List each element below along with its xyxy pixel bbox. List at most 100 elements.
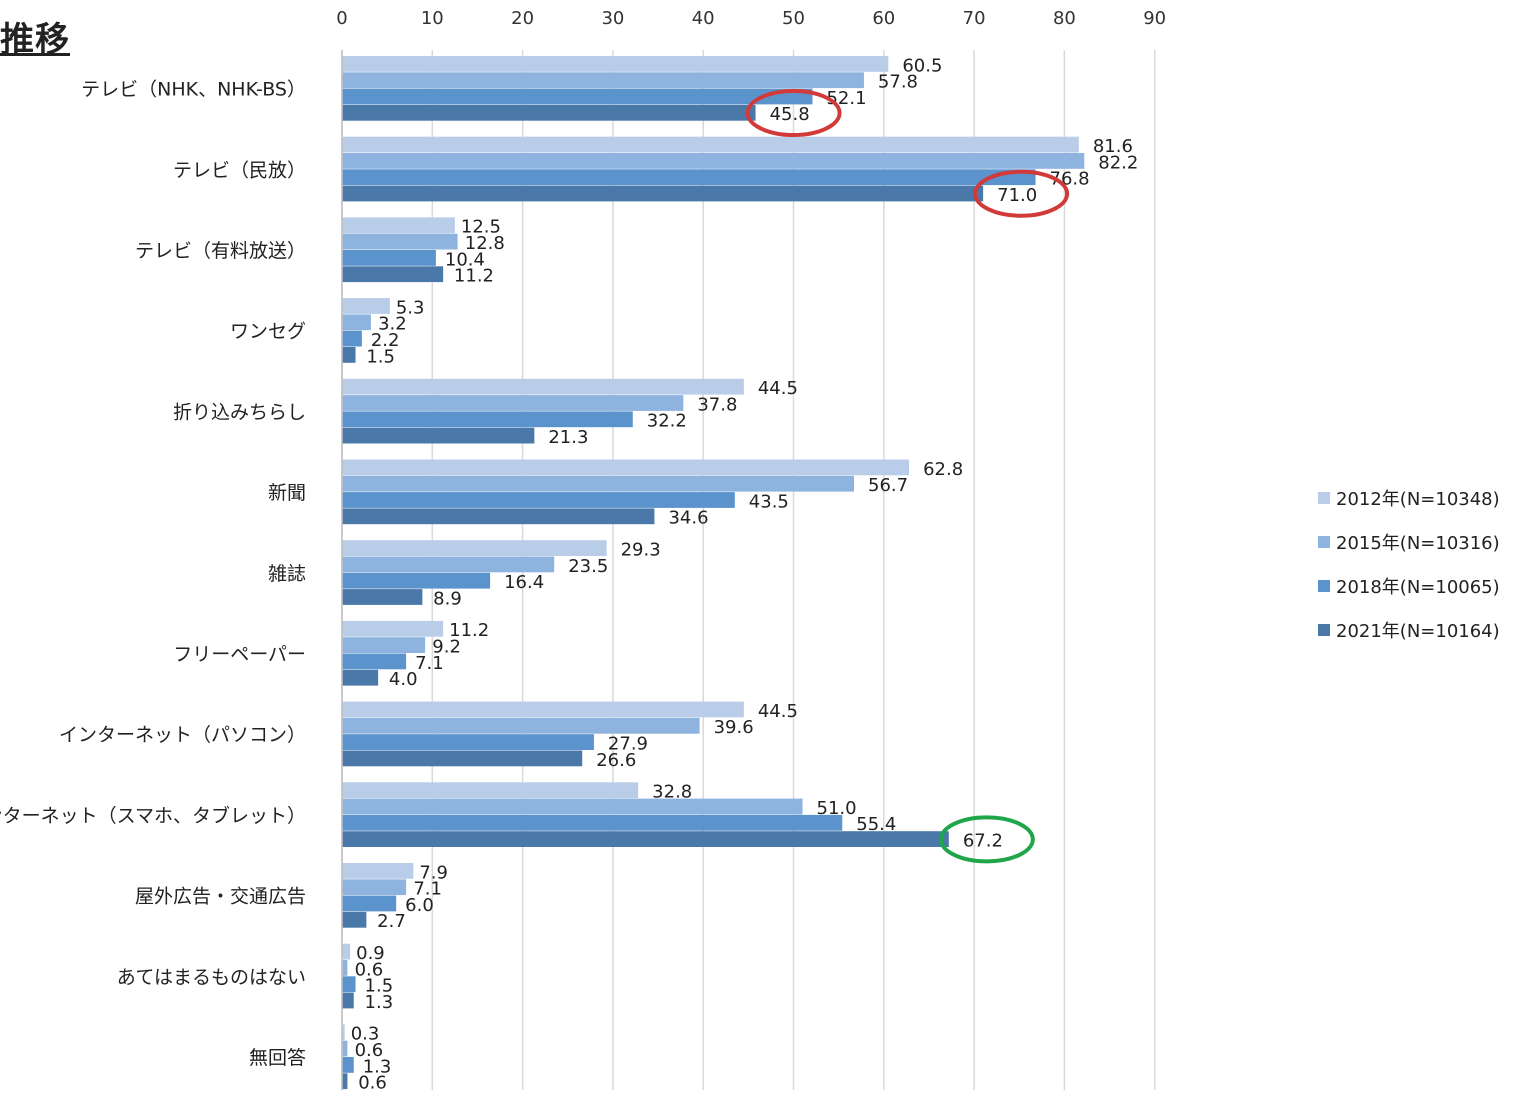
x-tick-label: 60 xyxy=(872,8,895,29)
bar xyxy=(342,492,735,508)
data-label: 2.7 xyxy=(377,911,406,932)
bar xyxy=(342,298,390,314)
bar xyxy=(342,56,889,72)
bar xyxy=(342,831,949,847)
data-label: 8.9 xyxy=(433,588,462,609)
data-label: 2.2 xyxy=(371,330,400,351)
bar xyxy=(342,863,414,879)
data-label: 44.5 xyxy=(758,701,798,722)
x-tick-label: 80 xyxy=(1053,8,1076,29)
bar xyxy=(342,717,700,734)
bar xyxy=(342,475,855,492)
data-label: 60.5 xyxy=(902,55,942,76)
x-tick-label: 50 xyxy=(782,8,805,29)
bar xyxy=(342,233,458,250)
legend-item: 2018年(N=10065) xyxy=(1318,564,1500,608)
category-label: 折り込みちらし xyxy=(173,401,306,423)
category-label: 屋外広告・交通広告 xyxy=(135,886,306,908)
data-label: 0.3 xyxy=(351,1024,380,1045)
data-label: 1.3 xyxy=(363,1056,392,1077)
bar xyxy=(342,782,639,799)
data-label: 11.2 xyxy=(454,266,494,287)
data-label: 56.7 xyxy=(868,475,908,496)
data-label: 1.3 xyxy=(365,992,394,1013)
data-label: 0.9 xyxy=(356,943,385,964)
data-label: 16.4 xyxy=(504,572,544,593)
bar xyxy=(342,637,426,653)
legend-label: 2021年(N=10164) xyxy=(1336,621,1500,642)
data-label: 57.8 xyxy=(878,72,918,93)
bar xyxy=(342,750,583,767)
data-label: 1.5 xyxy=(366,346,395,367)
highlight-ellipse xyxy=(973,169,1070,218)
category-label: 新聞 xyxy=(268,482,306,504)
data-label: 44.5 xyxy=(758,378,798,399)
bar xyxy=(342,427,535,444)
bar xyxy=(342,960,348,976)
bar xyxy=(342,1024,345,1041)
bar xyxy=(342,669,379,686)
data-label: 0.6 xyxy=(355,1040,384,1061)
bar xyxy=(342,185,984,202)
bar xyxy=(342,1057,354,1073)
category-label: 無回答 xyxy=(249,1047,306,1069)
bar xyxy=(342,556,555,573)
bar xyxy=(342,169,1036,186)
data-label: 0.6 xyxy=(355,959,384,980)
x-tick-label: 40 xyxy=(692,8,715,29)
data-label: 9.2 xyxy=(432,637,461,658)
legend-label: 2015年(N=10316) xyxy=(1336,533,1500,554)
data-label: 34.6 xyxy=(668,508,708,529)
legend-swatch xyxy=(1318,536,1330,548)
data-label: 1.5 xyxy=(365,976,394,997)
data-label: 7.1 xyxy=(413,879,442,900)
bar xyxy=(342,992,354,1009)
data-label: 5.3 xyxy=(396,297,425,318)
data-label: 23.5 xyxy=(568,556,608,577)
category-label: 雑誌 xyxy=(268,563,306,585)
data-label: 82.2 xyxy=(1098,152,1138,173)
legend-swatch xyxy=(1318,624,1330,636)
data-label: 45.8 xyxy=(770,104,810,125)
data-label: 11.2 xyxy=(449,620,489,641)
bar xyxy=(342,572,491,589)
bar xyxy=(342,895,397,912)
data-label: 81.6 xyxy=(1093,136,1133,157)
x-tick-label: 30 xyxy=(601,8,624,29)
data-label: 32.8 xyxy=(652,782,692,803)
category-label: インターネット（パソコン） xyxy=(59,724,306,746)
data-label: 71.0 xyxy=(997,185,1037,206)
category-label: テレビ（NHK、NHK-BS） xyxy=(81,79,306,101)
x-tick-label: 90 xyxy=(1143,8,1166,29)
bar xyxy=(342,1073,348,1090)
data-label: 37.8 xyxy=(697,394,737,415)
data-label: 39.6 xyxy=(714,717,754,738)
category-label: フリーペーパー xyxy=(173,644,306,666)
bar xyxy=(342,734,594,750)
data-label: 51.0 xyxy=(817,798,857,819)
legend-swatch xyxy=(1318,492,1330,504)
bar xyxy=(342,1040,348,1057)
bar xyxy=(342,943,351,960)
category-label: ワンセグ xyxy=(230,321,306,343)
bar xyxy=(342,814,843,831)
bar xyxy=(342,459,910,476)
bar xyxy=(342,798,803,815)
bar xyxy=(342,136,1079,153)
legend-item: 2015年(N=10316) xyxy=(1318,520,1500,564)
bar xyxy=(342,540,607,556)
data-label: 32.2 xyxy=(647,411,687,432)
data-label: 3.2 xyxy=(378,314,407,335)
data-label: 27.9 xyxy=(608,734,648,755)
bar xyxy=(342,653,407,670)
bar xyxy=(342,508,655,525)
data-label: 76.8 xyxy=(1050,169,1090,190)
data-label: 26.6 xyxy=(596,750,636,771)
data-label: 6.0 xyxy=(405,895,434,916)
bar xyxy=(342,347,356,363)
bar xyxy=(342,911,367,928)
category-label: インターネット（スマホ、タブレット） xyxy=(0,804,306,827)
data-label: 7.1 xyxy=(415,653,444,674)
bar xyxy=(342,330,362,347)
